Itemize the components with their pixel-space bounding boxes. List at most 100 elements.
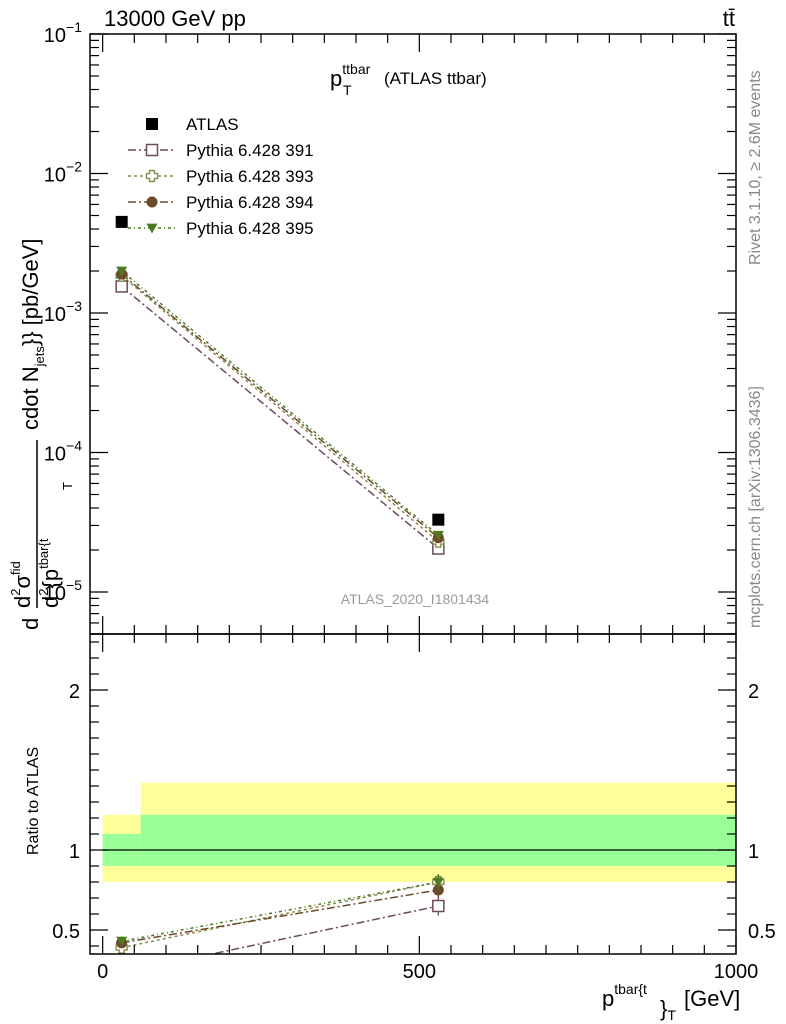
svg-text:d2σfid: d2σfid — [8, 561, 35, 608]
ylabel-tail: cdot N — [18, 366, 43, 430]
chart-title-sub: T — [343, 82, 352, 98]
ylabel-d: d — [18, 618, 43, 630]
main-y-tick-exp: −4 — [66, 438, 82, 454]
main-y-tick-labels: 10−110−210−310−410−5 — [44, 19, 82, 605]
ratio-line-p395 — [121, 881, 439, 942]
xlabel-unit: [GeV] — [684, 986, 740, 1011]
ylabel-tail-sub: jets — [32, 346, 47, 368]
ratio-point-p391 — [116, 968, 127, 979]
ratio-series-markers — [115, 874, 445, 979]
ratio-y-tick-label-left: 1 — [69, 841, 80, 863]
main-y-tick-exp: −1 — [66, 19, 82, 35]
main-point-p391 — [115, 280, 128, 293]
svg-text:cdot Njets}} [pb/GeV]: cdot Njets}} [pb/GeV] — [18, 239, 47, 430]
main-y-tick-label: 10−5 — [44, 577, 82, 605]
ylabel-num-sup: 2 — [8, 589, 23, 596]
rivet-label: Rivet 3.1.10, ≥ 2.6M events — [747, 70, 764, 265]
main-y-tick-base: 10 — [44, 583, 66, 605]
x-tick-label: 0 — [97, 961, 108, 983]
ratio-point-p395 — [116, 936, 128, 947]
ratio-uncertainty-bands — [102, 782, 736, 882]
main-y-ticks — [90, 33, 737, 635]
ylabel-tail2: }} [pb/GeV] — [18, 239, 43, 347]
main-series-markers — [115, 215, 445, 555]
main-point-atlas — [115, 215, 128, 228]
svg-text:d: d — [18, 618, 43, 630]
legend-label-p391: Pythia 6.428 391 — [186, 141, 314, 160]
main-y-tick-base: 10 — [44, 25, 66, 47]
chart-title-tail: (ATLAS ttbar) — [384, 69, 487, 88]
ratio-line-p394 — [121, 889, 439, 944]
legend-label-p393: Pythia 6.428 393 — [186, 167, 314, 186]
ratio-line-p391 — [208, 905, 439, 954]
main-y-tick-label: 10−4 — [44, 438, 82, 466]
ratio-point-p395 — [432, 877, 444, 888]
ylabel-den-supb: tbar{t — [36, 538, 51, 569]
ylabel-den-brace: {p — [38, 569, 63, 589]
legend-marker-p395 — [146, 223, 158, 234]
main-panel: 10−110−210−310−410−5 pttbar T (ATLAS ttb… — [8, 19, 737, 635]
main-series-lines — [121, 270, 439, 550]
main-line-p393 — [121, 275, 439, 543]
ylabel-den: d — [38, 596, 63, 608]
ratio-y-tick-label-left: 2 — [69, 681, 80, 703]
process-label: tt̄ — [723, 6, 735, 31]
ylabel-den-sub: T — [60, 482, 75, 490]
svg-text:d2{ptbar{t: d2{ptbar{t — [36, 538, 63, 608]
main-y-axis-label: d d2σfid d2{ptbar{t T cdot Njets}} [pb/G… — [8, 239, 75, 630]
main-line-p394 — [121, 273, 439, 539]
legend-marker-p394 — [146, 196, 158, 208]
xlabel-main: p — [602, 986, 614, 1011]
legend-label-p395: Pythia 6.428 395 — [186, 219, 314, 238]
legend-marker-p391 — [145, 143, 159, 157]
x-tick-label: 500 — [403, 961, 436, 983]
chart-title-sup: ttbar — [342, 61, 370, 77]
x-tick-label: 1000 — [714, 961, 759, 983]
xlabel-sup: tbar{t — [614, 981, 647, 997]
ratio-panel: 0.5 0.5 1 1 2 2 0 500 1000 Ratio to ATLAS ptbar{… — [25, 633, 776, 1023]
chart-title-main: p — [330, 66, 342, 91]
ratio-y-tick-label-left: 0.5 — [52, 921, 80, 943]
main-y-tick-exp: −5 — [66, 577, 82, 593]
ratio-y-axis-label: Ratio to ATLAS — [25, 747, 42, 855]
ratio-line-p393 — [121, 881, 439, 949]
main-y-tick-label: 10−2 — [44, 159, 82, 187]
mcplots-label: mcplots.cern.ch [arXiv:1306.3436] — [747, 386, 764, 628]
ylabel-sigma-sup: fid — [8, 561, 23, 575]
legend: ATLAS Pythia 6.428 391 Pythia 6.428 393 Pyt… — [128, 115, 314, 238]
main-y-tick-exp: −3 — [66, 298, 82, 314]
ratio-series-lines — [121, 881, 439, 954]
xlabel-sub-t: T — [667, 1007, 676, 1023]
x-axis-label: ptbar{t — [602, 981, 647, 1011]
ratio-y-tick-label-right: 2 — [748, 681, 759, 703]
ylabel-den-sup: 2 — [36, 589, 51, 596]
legend-marker-atlas — [146, 118, 158, 130]
ratio-ticks — [90, 634, 737, 954]
ylabel-num: d — [10, 596, 35, 608]
main-point-p395 — [432, 530, 444, 541]
main-point-p395 — [116, 266, 128, 277]
main-y-tick-label: 10−1 — [44, 19, 82, 47]
main-y-tick-base: 10 — [44, 165, 66, 187]
legend-marker-p393 — [145, 169, 159, 183]
ratio-point-p391 — [432, 899, 445, 913]
main-line-p391 — [121, 285, 439, 550]
ratio-tick-labels: 0.5 0.5 1 1 2 2 0 500 1000 — [52, 681, 776, 983]
ratio-y-tick-label-right: 0.5 — [748, 921, 776, 943]
energy-label: 13000 GeV pp — [104, 6, 246, 31]
ratio-panel-frame — [89, 633, 737, 955]
ratio-y-tick-label-right: 1 — [748, 841, 759, 863]
xlabel-sub: }T — [660, 996, 676, 1023]
ratio-band-inner — [140, 814, 736, 866]
ylabel-sigma: σ — [10, 575, 35, 589]
chart-title: pttbar — [330, 61, 371, 91]
main-y-tick-label: 10−3 — [44, 298, 82, 326]
main-line-p395 — [121, 270, 439, 536]
main-y-tick-base: 10 — [44, 304, 66, 326]
main-y-tick-exp: −2 — [66, 159, 82, 175]
main-point-atlas — [432, 513, 445, 526]
legend-label-p394: Pythia 6.428 394 — [186, 193, 314, 212]
main-y-tick-base: 10 — [44, 444, 66, 466]
legend-label-atlas: ATLAS — [186, 115, 239, 134]
